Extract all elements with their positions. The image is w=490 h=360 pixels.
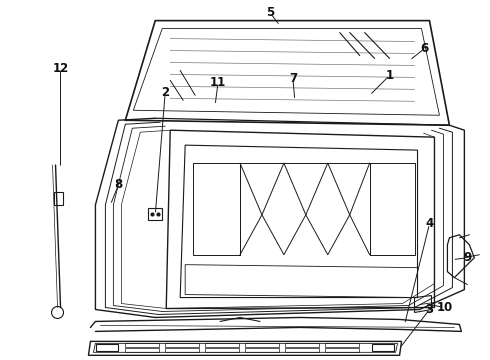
Text: 10: 10: [436, 301, 453, 314]
Text: 3: 3: [425, 303, 434, 316]
Text: 5: 5: [266, 6, 274, 19]
Text: 11: 11: [210, 76, 226, 89]
Text: 12: 12: [52, 62, 69, 75]
Text: 9: 9: [463, 251, 471, 264]
Text: 7: 7: [289, 72, 297, 85]
Text: 6: 6: [420, 42, 429, 55]
Text: 1: 1: [386, 69, 393, 82]
Text: 2: 2: [161, 86, 169, 99]
Text: 8: 8: [114, 179, 122, 192]
Text: 4: 4: [425, 217, 434, 230]
